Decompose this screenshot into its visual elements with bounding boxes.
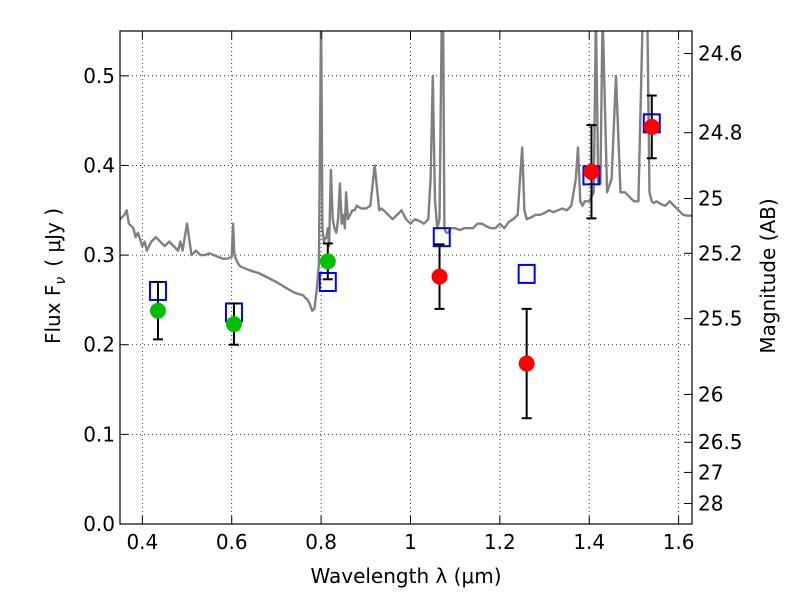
x-tick-label: 1: [404, 530, 417, 554]
y2-tick-label: 27: [698, 460, 723, 484]
photometry-point: [518, 355, 535, 372]
photometry-point: [431, 268, 448, 285]
x-tick-label: 0.8: [305, 530, 337, 554]
y-tick-label: 0.4: [83, 153, 115, 177]
y-axis-label: Flux Fν ( μJy ): [41, 208, 69, 344]
y2-tick-label: 28: [698, 491, 723, 515]
y-tick-label: 0.1: [83, 422, 115, 446]
photometry-point: [149, 302, 166, 319]
y2-tick-label: 24.8: [698, 121, 743, 145]
photometry-point: [225, 316, 242, 333]
plot-frame: [119, 30, 693, 525]
y-tick-label: 0.5: [83, 64, 115, 88]
model-spectrum-line: [120, 31, 692, 312]
data-points: [148, 94, 661, 420]
y2-tick-label: 25.5: [698, 307, 743, 331]
y-tick-label: 0.2: [83, 333, 115, 357]
y2-axis-label: Magnitude (AB): [756, 198, 780, 353]
y2-tick-label: 26: [698, 382, 723, 406]
y2-tick-label: 25: [698, 187, 723, 211]
y-tick-label: 0.3: [83, 243, 115, 267]
grid: [120, 31, 692, 525]
x-tick-label: 1.2: [484, 530, 516, 554]
y2-tick-label: 24.6: [698, 42, 743, 66]
y-axis-label-subscript: ν: [53, 277, 69, 285]
model-square-point: [432, 227, 451, 248]
y-axis-label-unit: ( μJy ): [41, 208, 65, 267]
x-tick-label: 1.6: [663, 530, 695, 554]
axis-ticks: 0.4 0.6 0.8 1 1.2 1.4 1.6 0.0 0.1 0.2 0.3 0.4 0.5 24.…: [83, 31, 743, 554]
y-axis-label-main: Flux F: [41, 285, 65, 344]
x-tick-label: 0.6: [216, 530, 248, 554]
y2-tick-label: 25.2: [698, 241, 743, 265]
x-tick-label: 1.4: [573, 530, 605, 554]
model-spectrum: [120, 31, 692, 312]
photometry-point: [583, 163, 600, 180]
y2-tick-label: 26.5: [698, 430, 743, 454]
model-square-point: [517, 263, 536, 284]
x-tick-label: 0.4: [126, 530, 158, 554]
photometry-point: [643, 118, 660, 135]
y-tick-label: 0.0: [83, 512, 115, 536]
photometry-point: [319, 253, 336, 270]
x-axis-label: Wavelength λ (μm): [310, 564, 501, 588]
